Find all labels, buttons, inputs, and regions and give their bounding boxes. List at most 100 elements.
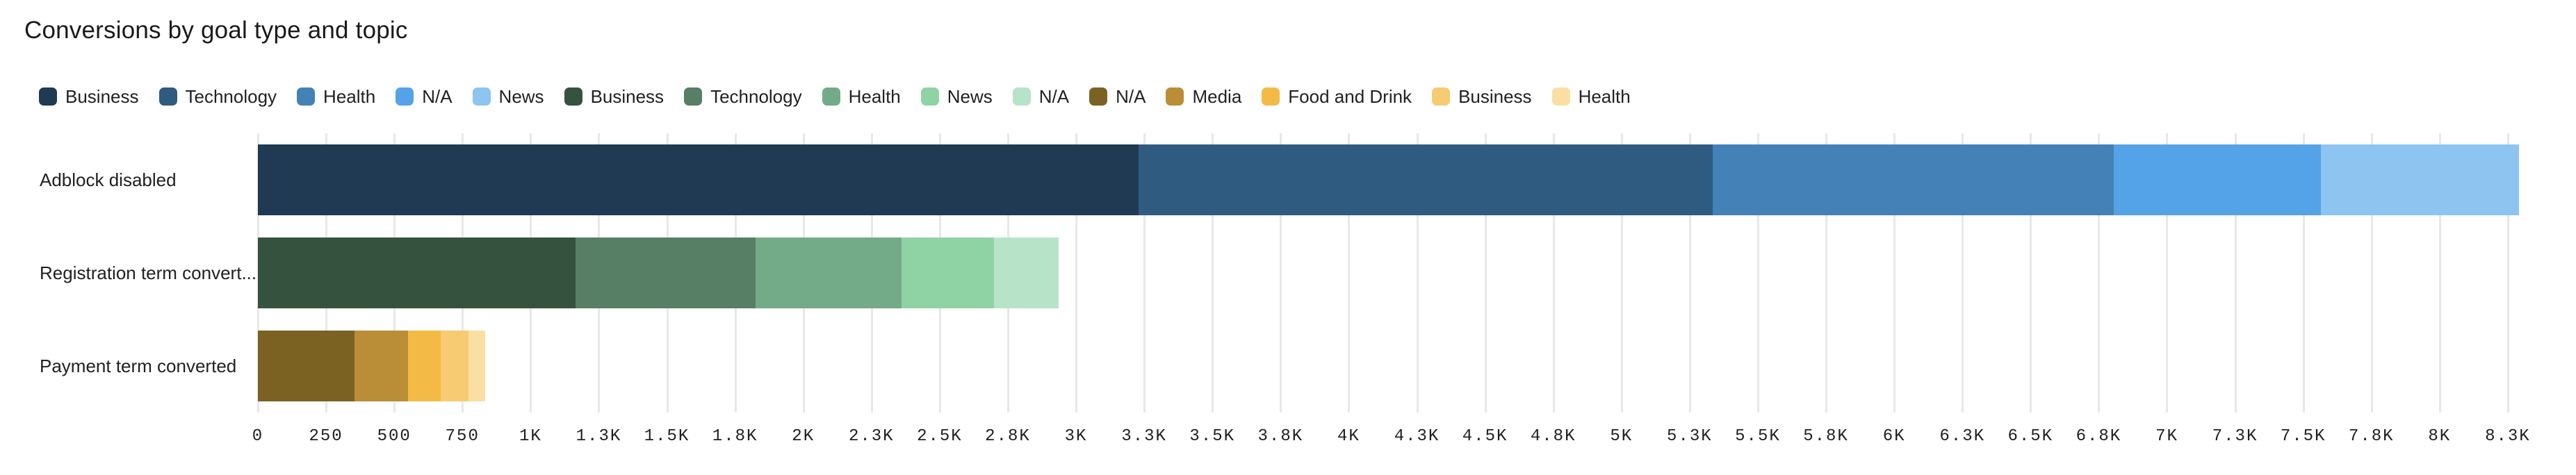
- stacked-bar: [258, 144, 2519, 215]
- legend-item[interactable]: Media: [1166, 85, 1241, 108]
- axis-tick-label: 750: [445, 427, 480, 446]
- bar-segment[interactable]: [354, 331, 408, 401]
- legend-item[interactable]: News: [472, 85, 544, 108]
- axis-tick-label: 3.3K: [1121, 427, 1167, 446]
- bar-segment[interactable]: [994, 238, 1059, 308]
- legend-item[interactable]: Business: [1432, 85, 1532, 108]
- row-label: Adblock disabled: [40, 169, 177, 190]
- legend-item[interactable]: Business: [39, 85, 139, 108]
- bar-segment[interactable]: [1713, 144, 2114, 215]
- axis-tick-label: 7.5K: [2280, 427, 2326, 446]
- gridline: [1688, 133, 1691, 412]
- bar-segment[interactable]: [2113, 144, 2322, 215]
- axis-tick-label: 2.5K: [917, 427, 963, 446]
- legend-item[interactable]: Food and Drink: [1262, 85, 1412, 108]
- gridline: [1075, 133, 1078, 412]
- axis-tick-label: 8.3K: [2485, 427, 2531, 446]
- legend-item-label: N/A: [422, 86, 453, 107]
- legend-item[interactable]: Business: [564, 85, 665, 108]
- legend-item[interactable]: Health: [822, 85, 901, 108]
- legend-swatch-icon: [920, 88, 939, 106]
- legend-swatch-icon: [158, 88, 177, 106]
- gridline: [1348, 133, 1351, 412]
- bar-segment[interactable]: [258, 331, 355, 401]
- axis-tick-label: 2K: [792, 427, 815, 446]
- legend-item-label: Health: [1578, 86, 1631, 107]
- axis-tick-label: 6K: [1882, 427, 1906, 446]
- legend-item-label: Business: [590, 86, 665, 107]
- gridline: [1620, 133, 1623, 412]
- legend-item-label: Media: [1192, 86, 1242, 107]
- axis-tick-label: 3.8K: [1257, 427, 1304, 446]
- legend-item[interactable]: Technology: [158, 85, 277, 108]
- bar-segment[interactable]: [756, 238, 902, 308]
- bar-segment[interactable]: [468, 331, 485, 401]
- gridline: [2438, 133, 2441, 412]
- legend-item[interactable]: Health: [297, 85, 375, 108]
- legend-swatch-icon: [684, 88, 703, 106]
- gridline: [2098, 133, 2101, 412]
- axis-tick-label: 5.5K: [1735, 427, 1781, 446]
- legend-swatch-icon: [396, 88, 414, 106]
- bar-segment[interactable]: [1139, 144, 1713, 215]
- axis-tick-label: 8K: [2428, 427, 2452, 446]
- row-label: Payment term converted: [40, 355, 237, 376]
- legend-item-label: News: [947, 86, 993, 107]
- legend-item[interactable]: Technology: [684, 85, 802, 108]
- axis-tick-label: 1K: [519, 427, 542, 446]
- axis-tick-label: 4.5K: [1462, 427, 1508, 446]
- legend-swatch-icon: [1166, 88, 1184, 106]
- axis-tick-label: 7.3K: [2212, 427, 2258, 446]
- axis-tick-label: 7.8K: [2348, 427, 2395, 446]
- legend-item-label: News: [498, 86, 544, 107]
- legend-item[interactable]: N/A: [396, 85, 453, 108]
- bar-segment[interactable]: [258, 144, 1139, 215]
- bar-segment[interactable]: [440, 331, 469, 401]
- axis-tick-label: 500: [377, 427, 411, 446]
- axis-tick-label: 2.8K: [985, 427, 1031, 446]
- gridline: [1416, 133, 1419, 412]
- axis-tick-label: 1.8K: [712, 427, 758, 446]
- legend-item-label: Technology: [185, 86, 277, 107]
- gridline: [2370, 133, 2373, 412]
- chart-title: Conversions by goal type and topic: [24, 17, 408, 44]
- legend-swatch-icon: [822, 88, 840, 106]
- axis-tick-label: 4K: [1337, 427, 1360, 446]
- gridline: [1280, 133, 1282, 412]
- axis-tick-label: 4.8K: [1530, 427, 1576, 446]
- legend-swatch-icon: [1432, 88, 1451, 106]
- axis-tick-label: 7K: [2155, 427, 2178, 446]
- gridline: [1212, 133, 1214, 412]
- legend-item-label: N/A: [1116, 86, 1146, 107]
- legend-item[interactable]: N/A: [1089, 85, 1146, 108]
- legend-item[interactable]: N/A: [1012, 85, 1069, 108]
- legend-item-label: Technology: [710, 86, 802, 107]
- bar-segment[interactable]: [2321, 144, 2519, 215]
- legend-swatch-icon: [39, 88, 57, 106]
- axis-tick-label: 5K: [1610, 427, 1633, 446]
- legend-item-label: Health: [323, 86, 376, 107]
- bar-segment[interactable]: [576, 238, 756, 308]
- bar-segment[interactable]: [258, 238, 576, 308]
- gridline: [2506, 133, 2509, 412]
- bar-segment[interactable]: [901, 238, 995, 308]
- axis-tick-label: 6.3K: [1939, 427, 1986, 446]
- axis-tick-label: 5.8K: [1803, 427, 1849, 446]
- chart-legend: Business Technology Health N/A News Business T…: [39, 85, 1631, 108]
- legend-item[interactable]: News: [920, 85, 993, 108]
- legend-swatch-icon: [1551, 88, 1570, 106]
- legend-swatch-icon: [472, 88, 491, 106]
- legend-swatch-icon: [1262, 88, 1280, 106]
- legend-swatch-icon: [1089, 88, 1108, 106]
- stacked-bar: [258, 238, 1059, 308]
- legend-swatch-icon: [564, 88, 582, 106]
- gridline: [2234, 133, 2237, 412]
- legend-item-label: Food and Drink: [1288, 86, 1412, 107]
- bar-segment[interactable]: [407, 331, 441, 401]
- gridline: [1552, 133, 1555, 412]
- legend-item[interactable]: Health: [1551, 85, 1631, 108]
- axis-tick-label: 250: [309, 427, 343, 446]
- legend-item-label: Business: [65, 86, 139, 107]
- gridline: [1962, 133, 1964, 412]
